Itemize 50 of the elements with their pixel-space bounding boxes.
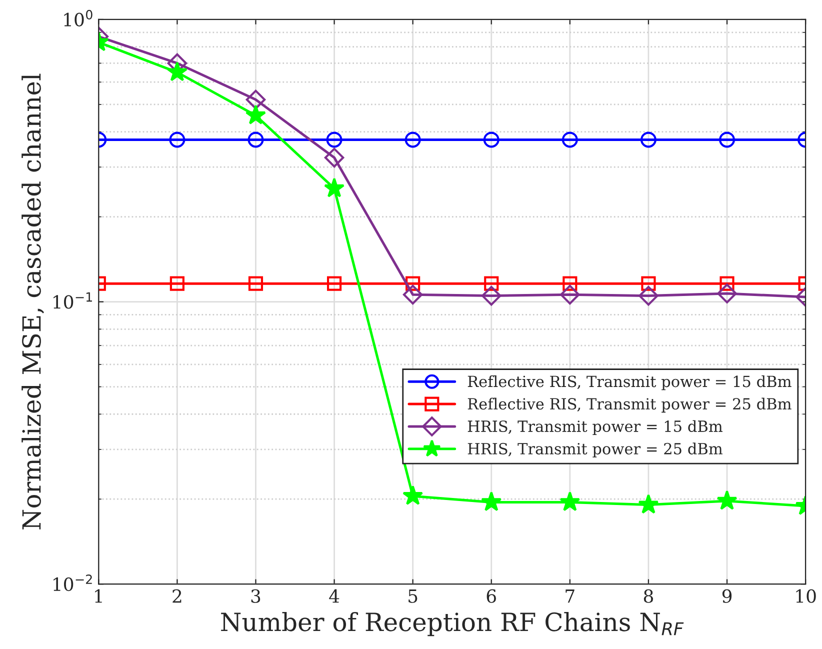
- point: [166, 62, 188, 82]
- point: [406, 276, 420, 291]
- point: [560, 491, 580, 512]
- point: [402, 485, 424, 505]
- x-tick-label: 6: [486, 589, 496, 603]
- point: [560, 284, 580, 305]
- point: [641, 276, 656, 291]
- point: [169, 132, 186, 148]
- point: [719, 132, 736, 148]
- x-tick-label: 2: [172, 589, 182, 603]
- x-tick-label: 8: [644, 589, 653, 603]
- point: [562, 276, 578, 291]
- x-tick-label: 9: [722, 589, 732, 603]
- point: [717, 284, 737, 304]
- point: [324, 178, 345, 198]
- point: [638, 286, 658, 306]
- legend-label: HRIS, Transmit power = 15 dBm: [468, 420, 722, 435]
- point: [246, 90, 266, 110]
- point: [484, 276, 499, 291]
- point: [245, 104, 266, 124]
- x-tick-label: 7: [566, 590, 574, 603]
- x-tick-label: 4: [329, 589, 340, 603]
- point: [248, 132, 264, 148]
- y-tick-label: 10$^{0}$: [64, 10, 92, 26]
- point: [326, 132, 342, 148]
- point: [638, 494, 659, 514]
- point: [481, 286, 502, 306]
- x-tick-label: 10: [796, 589, 816, 603]
- point: [720, 276, 734, 291]
- point: [326, 276, 342, 291]
- x-tick-label: 5: [408, 590, 418, 603]
- point: [562, 132, 578, 148]
- point: [481, 491, 502, 512]
- x-tick-label: 1: [95, 589, 102, 603]
- y-axis-title: Normalized MSE, cascaded channel: [22, 74, 44, 530]
- y-tick-label: 10$^{−1}$: [54, 292, 92, 309]
- legend-label: Reflective RIS, Transmit power = 25 dBm: [468, 398, 792, 413]
- point: [716, 490, 738, 510]
- point: [483, 132, 500, 148]
- point: [170, 276, 184, 291]
- point: [640, 132, 656, 148]
- x-tick-label: 3: [251, 589, 260, 603]
- legend-label: Reflective RIS, Transmit power = 15 dBm: [468, 375, 792, 390]
- point: [248, 276, 264, 291]
- point: [402, 284, 423, 305]
- legend-label: HRIS, Transmit power = 25 dBm: [468, 442, 722, 458]
- x-axis-title: Number of Reception RF Chains N$_{RF}$: [221, 612, 684, 636]
- y-tick-label: 10$^{−2}$: [54, 574, 92, 592]
- point: [324, 148, 344, 168]
- point: [404, 132, 421, 148]
